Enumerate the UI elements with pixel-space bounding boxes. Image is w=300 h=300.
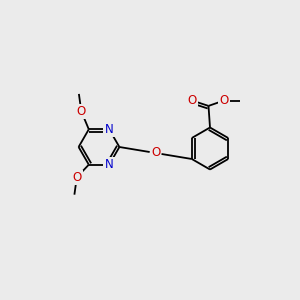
Text: N: N bbox=[105, 158, 114, 171]
Text: O: O bbox=[77, 105, 86, 118]
Text: O: O bbox=[188, 94, 196, 107]
Text: O: O bbox=[72, 171, 81, 184]
Text: N: N bbox=[105, 123, 114, 136]
Text: O: O bbox=[151, 146, 160, 160]
Text: O: O bbox=[220, 94, 229, 107]
